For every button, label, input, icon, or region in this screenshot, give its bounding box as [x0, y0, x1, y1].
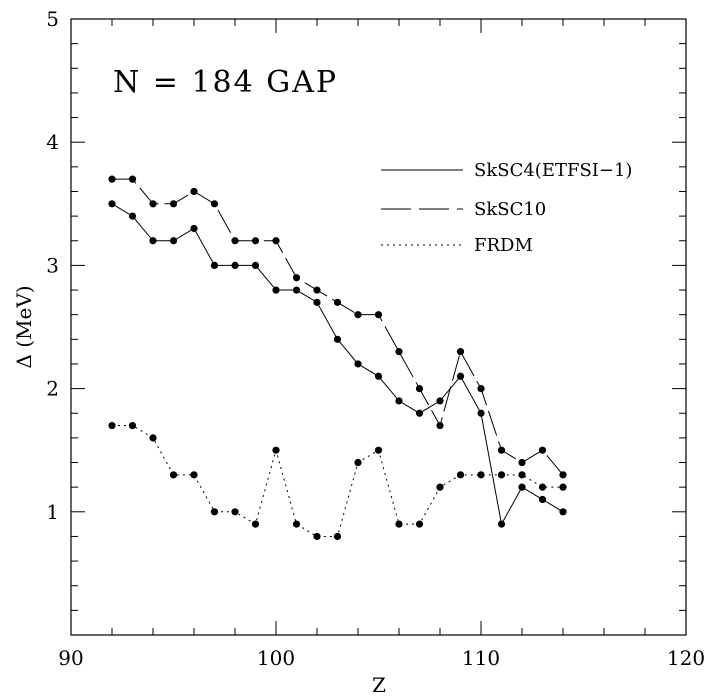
data-point	[169, 471, 178, 479]
data-point	[231, 508, 239, 516]
legend-label: FRDM	[474, 235, 533, 256]
data-point	[395, 397, 403, 405]
data-point	[169, 200, 178, 208]
data-point	[231, 237, 239, 245]
data-point	[374, 311, 383, 319]
x-tick-label: 110	[462, 646, 500, 670]
data-point	[210, 508, 219, 516]
data-point	[149, 237, 157, 245]
series-line-dotted	[112, 425, 563, 537]
data-point	[190, 187, 198, 196]
data-point	[210, 261, 219, 269]
data-point	[518, 471, 526, 479]
y-tick-label: 5	[46, 7, 59, 31]
data-point	[333, 298, 342, 306]
legend: SkSC4(ETFSI−1) SkSC10 FRDM	[381, 160, 632, 256]
data-point	[190, 471, 198, 479]
data-point	[538, 446, 547, 454]
data-point	[518, 483, 526, 491]
data-point	[559, 471, 567, 479]
axis-ticks	[70, 18, 687, 636]
data-point	[149, 200, 157, 208]
data-point	[395, 348, 403, 356]
data-point	[190, 224, 198, 233]
data-point	[415, 409, 424, 417]
y-tick-label: 4	[46, 130, 59, 154]
data-point	[538, 495, 547, 504]
data-point	[231, 261, 239, 269]
data-point	[169, 237, 178, 245]
data-point	[128, 212, 137, 220]
y-tick-label: 1	[46, 500, 59, 524]
data-point	[333, 532, 342, 541]
data-point	[497, 520, 506, 528]
data-point	[497, 471, 506, 479]
data-point	[108, 175, 116, 183]
points-layer	[108, 175, 567, 541]
axis-tick-labels: 90 100 110 120 1 2 3 4 5	[46, 7, 705, 670]
data-point	[251, 520, 260, 528]
data-point	[251, 237, 260, 245]
data-point	[497, 446, 506, 454]
series-layer	[111, 178, 564, 537]
legend-label: SkSC4(ETFSI−1)	[474, 160, 632, 181]
data-point	[108, 421, 116, 430]
data-point	[210, 200, 219, 208]
y-tick-label: 2	[46, 377, 59, 401]
data-point	[395, 520, 403, 528]
data-point	[559, 508, 567, 516]
data-point	[436, 421, 444, 430]
data-point	[518, 458, 526, 467]
data-point	[108, 200, 116, 208]
data-point	[559, 483, 567, 491]
x-tick-label: 120	[667, 646, 705, 670]
data-point	[313, 286, 321, 294]
data-point	[436, 483, 444, 491]
data-point	[333, 335, 342, 343]
data-point	[272, 237, 280, 245]
plot-frame	[70, 18, 687, 636]
legend-label: SkSC10	[474, 199, 546, 220]
data-point	[128, 175, 137, 183]
data-point	[477, 471, 485, 479]
data-point	[415, 520, 424, 528]
y-tick-label: 3	[46, 253, 59, 277]
data-point	[477, 385, 485, 393]
data-point	[149, 434, 157, 442]
data-point	[456, 372, 465, 380]
data-point	[456, 471, 465, 479]
gap-annotation: N = 184 GAP	[113, 65, 338, 100]
data-point	[374, 446, 383, 454]
y-axis-label: Δ (MeV)	[12, 285, 36, 368]
data-point	[436, 397, 444, 405]
data-point	[313, 298, 321, 306]
x-axis-label: Z	[372, 673, 386, 696]
data-point	[313, 532, 321, 541]
data-point	[354, 311, 362, 319]
data-point	[456, 348, 465, 356]
data-point	[477, 409, 485, 417]
data-point	[292, 520, 301, 528]
x-tick-label: 90	[58, 646, 83, 670]
data-point	[354, 458, 362, 467]
data-point	[272, 286, 280, 294]
data-point	[354, 360, 362, 368]
data-point	[251, 261, 260, 269]
data-point	[415, 385, 424, 393]
data-point	[292, 274, 301, 282]
x-tick-label: 100	[257, 646, 295, 670]
data-point	[272, 446, 280, 454]
data-point	[538, 483, 547, 491]
data-point	[292, 286, 301, 294]
data-point	[128, 421, 137, 430]
data-point	[374, 372, 383, 380]
series-line-dashed	[112, 178, 564, 476]
